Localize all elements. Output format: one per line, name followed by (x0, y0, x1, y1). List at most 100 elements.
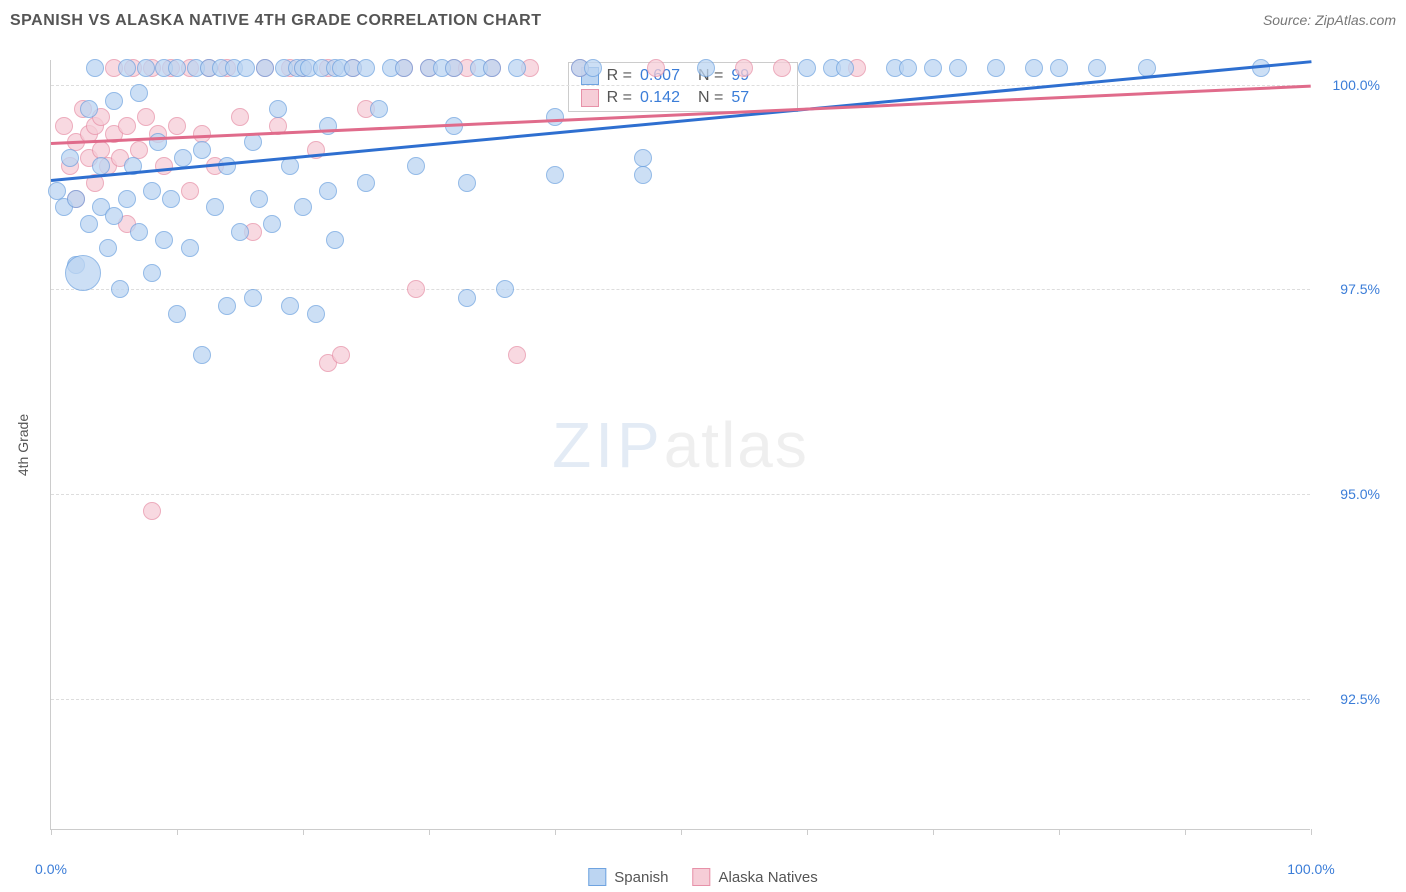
stats-r-label: R = (607, 67, 632, 85)
data-point (111, 280, 129, 298)
stats-n-value: 57 (731, 89, 749, 107)
data-point (458, 289, 476, 307)
data-point (168, 305, 186, 323)
x-tick (681, 829, 682, 835)
gridline (51, 494, 1310, 495)
legend: Spanish Alaska Natives (588, 868, 817, 886)
data-point (118, 190, 136, 208)
data-point (735, 59, 753, 77)
data-point (92, 141, 110, 159)
stats-r-label: R = (607, 89, 632, 107)
source-attribution: Source: ZipAtlas.com (1263, 12, 1396, 28)
data-point (319, 182, 337, 200)
data-point (647, 59, 665, 77)
data-point (130, 223, 148, 241)
watermark-atlas: atlas (664, 409, 809, 481)
data-point (357, 59, 375, 77)
x-tick (1059, 829, 1060, 835)
x-tick (1311, 829, 1312, 835)
watermark: ZIPatlas (552, 408, 809, 482)
data-point (458, 174, 476, 192)
x-tick-label: 0.0% (35, 861, 67, 877)
legend-label: Alaska Natives (719, 869, 818, 886)
data-point (118, 59, 136, 77)
data-point (924, 59, 942, 77)
source-name: ZipAtlas.com (1315, 12, 1396, 28)
legend-swatch (588, 868, 606, 886)
chart-header: SPANISH VS ALASKA NATIVE 4TH GRADE CORRE… (0, 0, 1406, 45)
stats-r-value: 0.142 (640, 89, 680, 107)
data-point (634, 149, 652, 167)
data-point (80, 215, 98, 233)
data-point (294, 198, 312, 216)
data-point (137, 108, 155, 126)
data-point (546, 108, 564, 126)
data-point (193, 141, 211, 159)
data-point (1025, 59, 1043, 77)
y-axis-label: 4th Grade (15, 413, 31, 475)
data-point (193, 125, 211, 143)
data-point (1088, 59, 1106, 77)
data-point (773, 59, 791, 77)
data-point (206, 198, 224, 216)
data-point (1252, 59, 1270, 77)
data-point (250, 190, 268, 208)
data-point (231, 223, 249, 241)
data-point (407, 157, 425, 175)
data-point (836, 59, 854, 77)
gridline (51, 289, 1310, 290)
data-point (61, 149, 79, 167)
data-point (67, 190, 85, 208)
y-tick-label: 97.5% (1320, 281, 1380, 297)
data-point (193, 346, 211, 364)
data-point (143, 502, 161, 520)
legend-label: Spanish (614, 869, 668, 886)
data-point (143, 182, 161, 200)
data-point (181, 182, 199, 200)
data-point (65, 255, 101, 291)
data-point (281, 297, 299, 315)
gridline (51, 699, 1310, 700)
data-point (168, 117, 186, 135)
x-tick (177, 829, 178, 835)
data-point (237, 59, 255, 77)
x-tick (933, 829, 934, 835)
data-point (798, 59, 816, 77)
x-tick (303, 829, 304, 835)
data-point (407, 280, 425, 298)
data-point (307, 305, 325, 323)
data-point (155, 157, 173, 175)
data-point (168, 59, 186, 77)
y-tick-label: 92.5% (1320, 691, 1380, 707)
legend-item: Spanish (588, 868, 668, 886)
data-point (99, 239, 117, 257)
data-point (508, 346, 526, 364)
x-tick (51, 829, 52, 835)
data-point (483, 59, 501, 77)
data-point (105, 92, 123, 110)
data-point (332, 346, 350, 364)
gridline (51, 85, 1310, 86)
stats-row: R =0.142N =57 (569, 87, 797, 109)
x-tick-label: 100.0% (1287, 861, 1334, 877)
data-point (697, 59, 715, 77)
data-point (130, 141, 148, 159)
data-point (162, 190, 180, 208)
data-point (357, 174, 375, 192)
data-point (218, 157, 236, 175)
scatter-plot: 4th Grade ZIPatlas R =0.607N =99R =0.142… (50, 60, 1310, 830)
data-point (143, 264, 161, 282)
legend-swatch (693, 868, 711, 886)
data-point (445, 59, 463, 77)
y-tick-label: 100.0% (1320, 77, 1380, 93)
data-point (149, 133, 167, 151)
data-point (546, 166, 564, 184)
source-prefix: Source: (1263, 12, 1315, 28)
data-point (584, 59, 602, 77)
chart-title: SPANISH VS ALASKA NATIVE 4TH GRADE CORRE… (10, 12, 542, 30)
data-point (269, 100, 287, 118)
x-tick (807, 829, 808, 835)
x-tick (429, 829, 430, 835)
data-point (130, 84, 148, 102)
data-point (181, 239, 199, 257)
